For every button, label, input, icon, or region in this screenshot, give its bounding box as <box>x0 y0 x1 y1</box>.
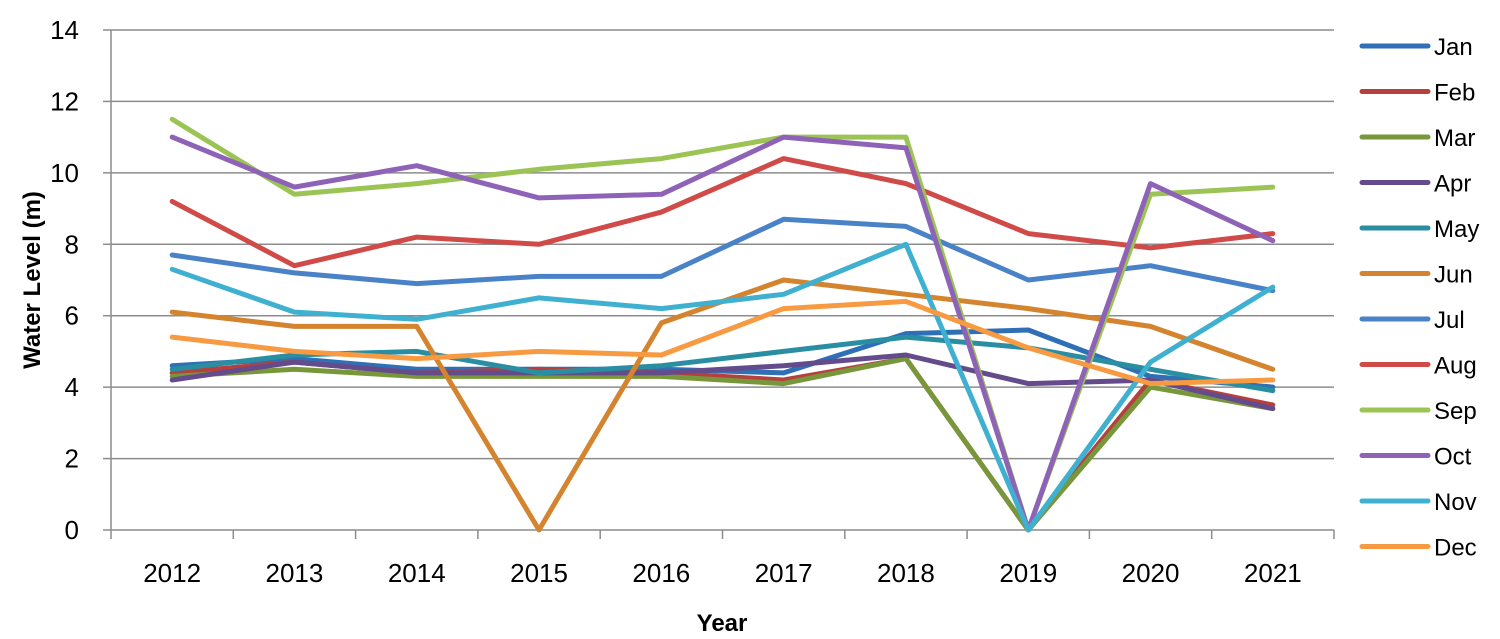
legend-item-oct: Oct <box>1359 444 1472 471</box>
x-tick-label: 2014 <box>388 558 446 588</box>
series-line-apr <box>169 352 1276 412</box>
axes <box>103 29 1335 539</box>
y-tick-label: 0 <box>65 515 79 545</box>
legend-label: Jun <box>1434 262 1473 289</box>
legend-item-dec: Dec <box>1359 535 1477 562</box>
x-tick-label: 2017 <box>755 558 813 588</box>
legend-label: May <box>1434 216 1479 243</box>
legend-label: Nov <box>1434 489 1477 516</box>
x-tick-label: 2013 <box>266 558 324 588</box>
legend-item-jan: Jan <box>1359 34 1473 61</box>
series-line-aug <box>169 156 1276 269</box>
legend-label: Feb <box>1434 80 1475 107</box>
y-tick-label: 2 <box>65 444 79 474</box>
x-tick-label: 2020 <box>1122 558 1180 588</box>
legend-label: Oct <box>1434 444 1472 471</box>
legend-label: Apr <box>1434 171 1471 198</box>
legend-label: Aug <box>1434 353 1477 380</box>
legend-item-sep: Sep <box>1359 398 1477 425</box>
x-axis-title: Year <box>697 610 748 637</box>
y-tick-label: 8 <box>65 229 79 259</box>
x-tick-label: 2016 <box>632 558 690 588</box>
legend-item-mar: Mar <box>1359 125 1475 152</box>
series-line-nov <box>169 241 1276 533</box>
x-tick-labels: 2012 2013 2014 2015 2016 2017 2018 2019 2020 2021 <box>143 558 1302 588</box>
legend-label: Jan <box>1434 34 1473 61</box>
y-tick-label: 14 <box>50 15 79 45</box>
x-tick-label: 2021 <box>1244 558 1302 588</box>
y-tick-label: 6 <box>65 301 79 331</box>
y-tick-label: 10 <box>50 158 79 188</box>
series-line-oct <box>169 134 1276 533</box>
legend-label: Mar <box>1434 125 1475 152</box>
series-line-mar <box>169 356 1276 533</box>
series-line-dec <box>169 298 1276 387</box>
y-tick-label: 4 <box>65 372 79 402</box>
series-line-feb <box>169 356 1276 533</box>
legend-label: Jul <box>1434 307 1465 334</box>
legend-label: Sep <box>1434 398 1477 425</box>
legend-item-aug: Aug <box>1359 353 1477 380</box>
legend-item-nov: Nov <box>1359 489 1477 516</box>
y-tick-label: 12 <box>50 86 79 116</box>
x-tick-label: 2012 <box>143 558 201 588</box>
legend-item-may: May <box>1359 216 1479 243</box>
y-tick-labels: 0 2 4 6 8 10 12 14 <box>50 15 79 545</box>
x-tick-label: 2018 <box>877 558 935 588</box>
y-axis-title: Water Level (m) <box>19 191 46 369</box>
data-series <box>169 116 1276 533</box>
gridlines <box>111 29 1334 460</box>
legend-item-jul: Jul <box>1359 307 1465 334</box>
legend: Jan Feb Mar Apr May Jun Jul Aug Sep Oct Nov Dec <box>1359 34 1479 562</box>
series-line-jul <box>169 216 1276 294</box>
x-tick-label: 2019 <box>999 558 1057 588</box>
legend-item-apr: Apr <box>1359 171 1471 198</box>
x-tick-label: 2015 <box>510 558 568 588</box>
legend-label: Dec <box>1434 535 1477 562</box>
legend-item-feb: Feb <box>1359 80 1475 107</box>
legend-item-jun: Jun <box>1359 262 1473 289</box>
